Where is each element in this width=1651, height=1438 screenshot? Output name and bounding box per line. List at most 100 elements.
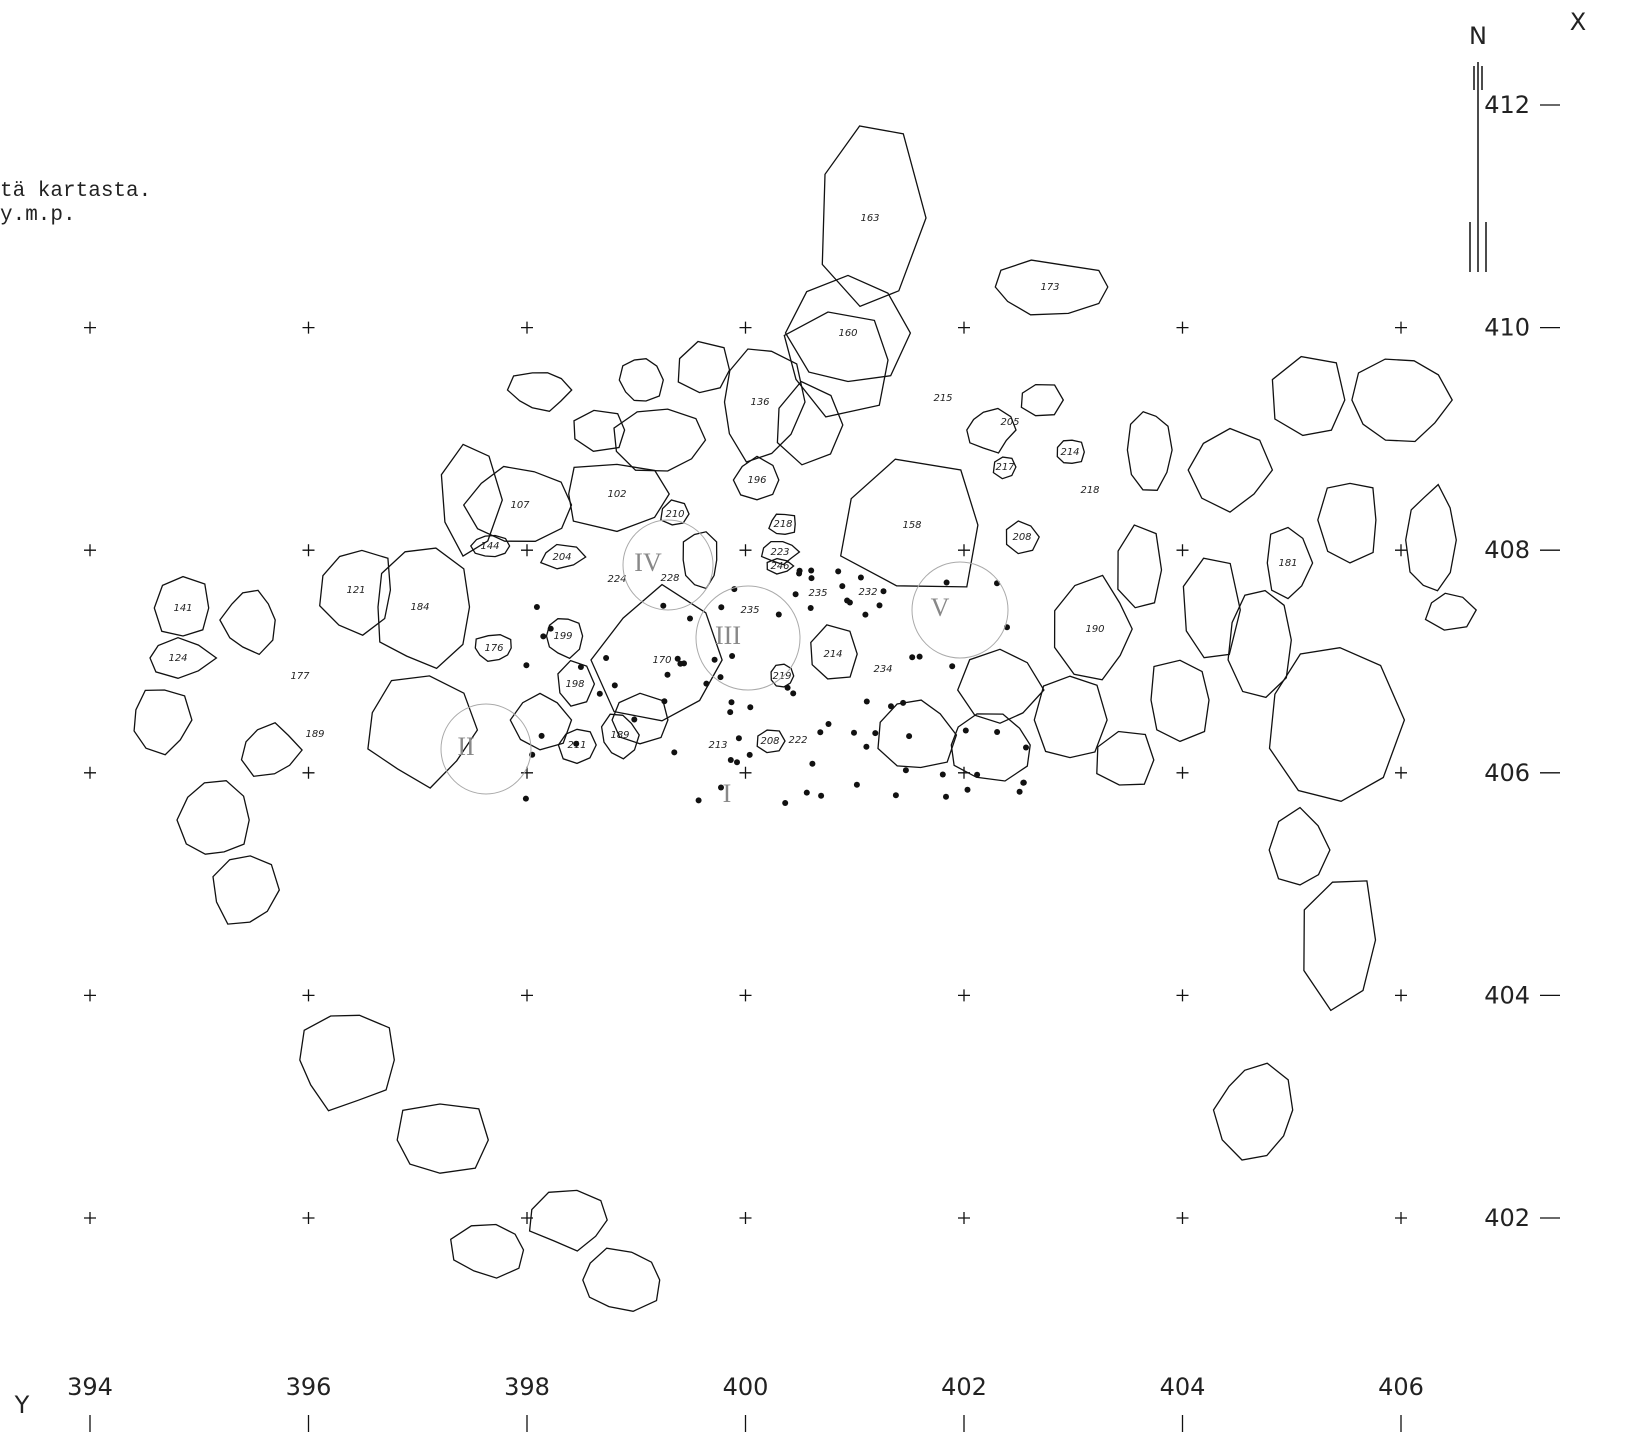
grid-cross (1176, 989, 1189, 1002)
stone (994, 259, 1109, 316)
find-dot (808, 567, 815, 574)
stone-label: 121 (346, 585, 365, 596)
stone (1053, 574, 1133, 681)
grid-cross (1176, 321, 1189, 334)
find-dot (547, 625, 554, 632)
stone (783, 311, 889, 418)
y-axis-label: Y (14, 1391, 30, 1419)
grid-cross (1176, 1212, 1189, 1224)
stone (1266, 526, 1314, 600)
x-tick-label: 402 (1484, 1204, 1530, 1232)
find-dot (872, 730, 879, 737)
find-dot (603, 655, 610, 661)
stone-label: 214 (823, 649, 842, 660)
stone (462, 465, 573, 542)
stone (219, 589, 276, 656)
stone-label: 208 (1012, 532, 1031, 543)
section-circle (440, 703, 532, 795)
grid-cross (739, 989, 752, 1002)
grid-cross (302, 989, 315, 1002)
stone (1351, 358, 1453, 443)
stone-label: 136 (750, 397, 769, 408)
find-dot (974, 771, 981, 778)
stone (299, 1014, 395, 1112)
find-dot (939, 771, 946, 778)
stone (1005, 520, 1040, 555)
stone-label: 184 (410, 602, 429, 613)
y-tick-label: 398 (504, 1373, 550, 1401)
find-dot (664, 671, 671, 678)
stone-label: 224 (607, 574, 626, 585)
stone (449, 1223, 525, 1279)
stone (1033, 675, 1108, 759)
find-dot (596, 690, 603, 697)
find-dot (888, 703, 894, 710)
find-dot (792, 591, 799, 598)
grid-cross (958, 1212, 970, 1224)
stone-label: 214 (1060, 447, 1079, 458)
grid-cross (302, 321, 315, 334)
stone (1405, 483, 1457, 592)
stone-label: 196 (747, 475, 766, 486)
find-dot (782, 800, 789, 806)
find-dot (839, 583, 846, 590)
section-circle (911, 561, 1009, 659)
stone (474, 634, 512, 662)
stone-label: 235 (808, 588, 827, 599)
stone (1268, 806, 1331, 886)
find-dot (863, 698, 870, 705)
stone (506, 372, 573, 413)
find-dot (796, 570, 803, 577)
stone (613, 408, 707, 472)
stone (545, 618, 584, 660)
stone-label: 160 (838, 328, 857, 339)
grid-cross (84, 1212, 96, 1224)
stone (1020, 383, 1065, 417)
stone-label: 173 (1040, 282, 1059, 293)
north-label: N (1469, 22, 1487, 50)
y-tick-label: 402 (941, 1373, 987, 1401)
find-dot (695, 797, 702, 804)
stone (319, 549, 392, 636)
find-dot (677, 660, 684, 667)
stone (950, 713, 1031, 782)
grid-cross (84, 544, 96, 557)
x-tick-label: 406 (1484, 759, 1530, 787)
stone (776, 380, 844, 466)
stone-label: 102 (607, 489, 626, 500)
find-dot (661, 698, 668, 705)
find-dot (1016, 788, 1023, 795)
stone (557, 659, 596, 707)
stone (839, 458, 979, 588)
x-tick-label: 404 (1484, 981, 1530, 1009)
stone (528, 1189, 608, 1252)
stone (768, 513, 796, 535)
grid-cross (958, 321, 970, 334)
grid-cross (958, 989, 970, 1002)
find-dot (876, 602, 883, 609)
stone-label: 208 (760, 736, 779, 747)
find-dot (900, 699, 907, 706)
y-tick-label: 396 (286, 1373, 332, 1401)
stone-label: 176 (484, 643, 503, 654)
stone (992, 456, 1017, 480)
stone (1227, 589, 1292, 699)
y-tick-label: 394 (67, 1373, 113, 1401)
stone-label: 235 (740, 605, 759, 616)
find-dot (902, 767, 909, 774)
find-dot (880, 588, 887, 595)
stone (618, 358, 664, 402)
find-dot (857, 574, 864, 581)
find-dot (835, 568, 842, 575)
find-dot (717, 674, 724, 681)
grid-cross (739, 1212, 752, 1224)
find-dot (522, 795, 529, 802)
stone (133, 689, 193, 756)
stone-label: 213 (708, 740, 727, 751)
y-tick-label: 400 (723, 1373, 769, 1401)
grid-cross (84, 321, 96, 334)
find-dot (994, 580, 1000, 587)
stone-label: 215 (933, 393, 952, 404)
find-dot (735, 735, 742, 742)
